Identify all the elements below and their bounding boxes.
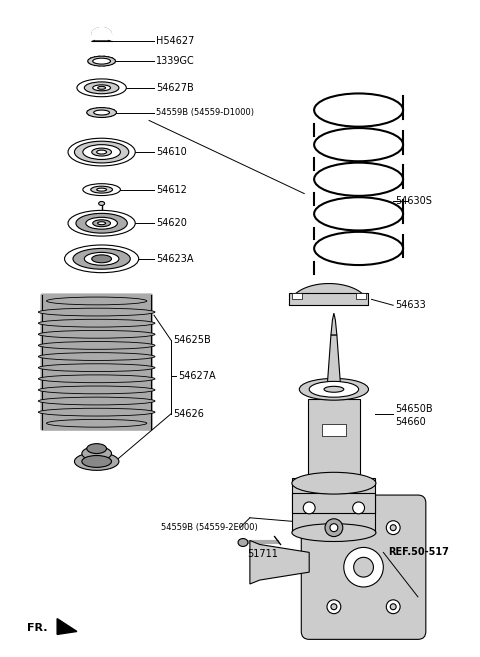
Ellipse shape	[82, 455, 111, 467]
Ellipse shape	[68, 138, 135, 166]
Text: 54630S: 54630S	[395, 196, 432, 206]
Ellipse shape	[93, 58, 110, 64]
Bar	[356, 294, 366, 300]
Text: 54620: 54620	[156, 218, 187, 228]
Ellipse shape	[292, 524, 376, 541]
Ellipse shape	[38, 364, 155, 372]
Ellipse shape	[309, 381, 359, 397]
Ellipse shape	[99, 202, 105, 206]
Ellipse shape	[93, 220, 110, 227]
Ellipse shape	[390, 604, 396, 610]
Bar	[292, 294, 302, 300]
Ellipse shape	[292, 472, 376, 494]
Ellipse shape	[91, 186, 112, 193]
Text: 54623A: 54623A	[156, 254, 193, 264]
Text: 54610: 54610	[156, 147, 187, 157]
Text: REF.50-517: REF.50-517	[388, 547, 449, 557]
Ellipse shape	[84, 252, 119, 265]
FancyBboxPatch shape	[301, 495, 426, 639]
Ellipse shape	[38, 397, 155, 405]
Ellipse shape	[82, 447, 111, 461]
Ellipse shape	[94, 110, 109, 115]
Ellipse shape	[238, 539, 248, 547]
FancyBboxPatch shape	[40, 294, 153, 431]
Polygon shape	[327, 335, 341, 390]
Polygon shape	[250, 541, 309, 584]
Ellipse shape	[38, 375, 155, 382]
Polygon shape	[92, 28, 111, 34]
Ellipse shape	[344, 547, 384, 587]
Ellipse shape	[87, 108, 117, 118]
Ellipse shape	[88, 57, 116, 66]
Ellipse shape	[97, 86, 106, 89]
Ellipse shape	[84, 82, 119, 94]
Ellipse shape	[38, 342, 155, 350]
Ellipse shape	[86, 217, 118, 229]
Ellipse shape	[47, 297, 147, 305]
Bar	[292, 493, 375, 513]
Ellipse shape	[324, 386, 344, 392]
Ellipse shape	[96, 188, 107, 191]
Ellipse shape	[92, 148, 111, 156]
Ellipse shape	[96, 150, 107, 154]
Ellipse shape	[47, 419, 147, 427]
Polygon shape	[57, 619, 77, 635]
Ellipse shape	[353, 502, 364, 514]
Ellipse shape	[93, 85, 110, 91]
Ellipse shape	[68, 210, 135, 236]
Ellipse shape	[331, 525, 337, 531]
Ellipse shape	[38, 353, 155, 361]
Ellipse shape	[77, 79, 126, 97]
Ellipse shape	[300, 378, 369, 400]
Ellipse shape	[38, 308, 155, 316]
Polygon shape	[289, 284, 369, 306]
Text: 51711: 51711	[247, 549, 278, 559]
Ellipse shape	[74, 453, 119, 470]
Ellipse shape	[390, 525, 396, 531]
Text: 54559B (54559-D1000): 54559B (54559-D1000)	[156, 108, 254, 117]
Text: H54627: H54627	[156, 36, 194, 47]
Ellipse shape	[354, 557, 373, 577]
Ellipse shape	[87, 443, 107, 453]
Bar	[289, 294, 369, 306]
Text: 54625B: 54625B	[173, 335, 211, 345]
Ellipse shape	[38, 408, 155, 416]
Ellipse shape	[83, 184, 120, 196]
Ellipse shape	[97, 222, 106, 225]
Text: FR.: FR.	[27, 623, 48, 633]
Ellipse shape	[327, 521, 341, 535]
Ellipse shape	[331, 604, 337, 610]
Text: 54660: 54660	[395, 417, 426, 427]
Ellipse shape	[386, 521, 400, 535]
Text: 54626: 54626	[173, 409, 204, 419]
Bar	[322, 424, 346, 436]
Ellipse shape	[74, 141, 129, 163]
Ellipse shape	[327, 600, 341, 614]
Ellipse shape	[38, 319, 155, 327]
Ellipse shape	[330, 524, 338, 532]
Ellipse shape	[92, 255, 111, 263]
Ellipse shape	[73, 248, 130, 269]
Bar	[292, 478, 375, 533]
Ellipse shape	[64, 245, 139, 273]
Text: 54627B: 54627B	[156, 83, 194, 93]
Text: 54627A: 54627A	[178, 371, 216, 382]
Ellipse shape	[386, 600, 400, 614]
Ellipse shape	[303, 502, 315, 514]
Ellipse shape	[38, 330, 155, 338]
Ellipse shape	[83, 145, 120, 160]
Polygon shape	[331, 313, 337, 335]
Text: 54559B (54559-2E000): 54559B (54559-2E000)	[161, 523, 258, 532]
Ellipse shape	[325, 519, 343, 537]
Text: 54612: 54612	[156, 185, 187, 194]
Ellipse shape	[76, 214, 127, 233]
Text: 54633: 54633	[395, 300, 426, 310]
Text: 1339GC: 1339GC	[156, 56, 195, 66]
Ellipse shape	[38, 386, 155, 394]
Bar	[308, 399, 360, 488]
Text: 54650B: 54650B	[395, 404, 433, 414]
